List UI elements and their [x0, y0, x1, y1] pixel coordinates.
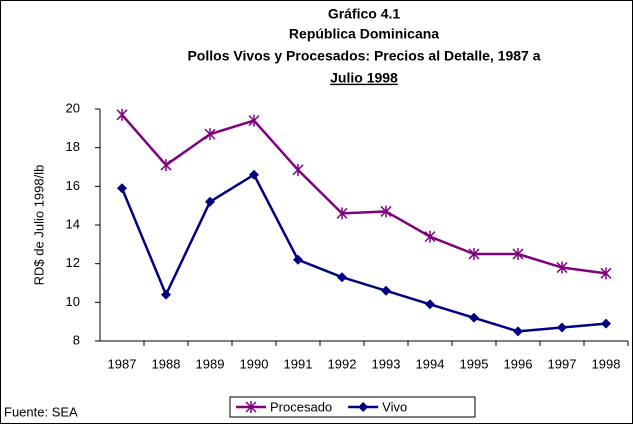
point-marker: [556, 261, 568, 274]
point-marker: [292, 163, 304, 176]
legend-label: Procesado: [270, 399, 332, 414]
point-marker: [512, 248, 524, 260]
point-marker: [116, 108, 128, 121]
x-tick-label: 1997: [548, 356, 577, 371]
x-tick-label: 1992: [328, 356, 357, 371]
chart-title-line: Gráfico 4.1: [328, 6, 401, 22]
point-marker: [425, 299, 435, 310]
x-tick-label: 1990: [240, 356, 269, 371]
point-marker: [380, 205, 392, 218]
chart-title-line: Julio 1998: [330, 70, 398, 86]
legend-marker: [358, 402, 369, 412]
point-marker: [204, 128, 216, 141]
point-marker: [513, 326, 523, 337]
source-note: Fuente: SEA: [4, 404, 78, 419]
y-tick-label: 16: [66, 178, 80, 193]
y-tick-label: 10: [66, 294, 80, 309]
legend-marker: [245, 401, 257, 413]
y-tick-label: 20: [66, 100, 80, 115]
chart-title-line: República Dominicana: [289, 26, 439, 42]
point-marker: [160, 159, 172, 172]
series-line: [121, 113, 607, 275]
x-tick-label: 1994: [416, 356, 445, 371]
point-marker: [161, 289, 171, 300]
x-tick-label: 1995: [460, 356, 489, 371]
x-tick-label: 1988: [152, 356, 181, 371]
y-tick-label: 8: [73, 332, 80, 347]
point-marker: [381, 285, 391, 296]
y-tick-label: 18: [66, 139, 80, 154]
point-marker: [601, 318, 611, 329]
x-tick-label: 1998: [592, 356, 621, 371]
point-marker: [468, 248, 480, 260]
y-axis-label: RD$ de Julio 1998/lb: [31, 165, 46, 286]
series-line: [120, 172, 607, 333]
point-marker: [293, 254, 303, 265]
x-tick-label: 1996: [504, 356, 533, 371]
point-marker: [424, 230, 436, 243]
y-tick-label: 14: [66, 216, 80, 231]
point-marker: [469, 312, 479, 323]
x-tick-label: 1991: [284, 356, 313, 371]
point-marker: [248, 114, 260, 127]
point-marker: [557, 322, 567, 333]
point-marker: [336, 207, 348, 220]
x-tick-label: 1989: [196, 356, 225, 371]
chart-title-line: Pollos Vivos y Procesados: Precios al De…: [187, 48, 540, 64]
y-tick-label: 12: [66, 255, 80, 270]
x-tick-label: 1987: [108, 356, 137, 371]
point-marker: [249, 169, 259, 180]
point-marker: [337, 272, 347, 283]
legend-label: Vivo: [382, 399, 407, 414]
point-marker: [117, 183, 127, 194]
point-marker: [205, 196, 215, 207]
point-marker: [600, 267, 612, 280]
x-tick-label: 1993: [372, 356, 401, 371]
